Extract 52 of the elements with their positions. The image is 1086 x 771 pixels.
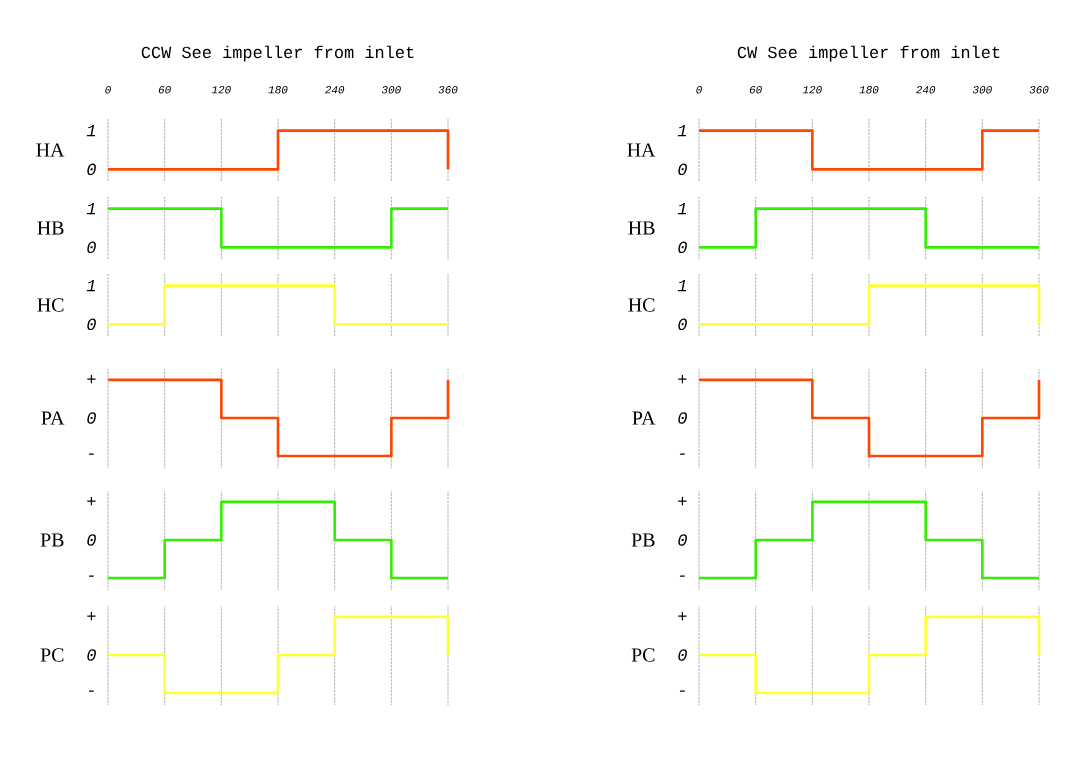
y-axis-title: PB — [631, 533, 655, 547]
chart-title: CW See impeller from inlet — [737, 45, 1000, 62]
text: + — [87, 375, 96, 384]
y-tick-label: 0 — [678, 163, 687, 176]
text: - — [679, 575, 685, 577]
y-axis-title: PA — [632, 411, 656, 425]
x-tick-label: 60 — [158, 86, 171, 94]
x-tick-label: 180 — [268, 86, 288, 94]
x-tick-label: 120 — [211, 86, 231, 94]
y-tick-label: 0 — [87, 318, 96, 331]
x-tick-label: 300 — [381, 86, 401, 94]
x-tick-label: 120 — [802, 86, 822, 94]
text: - — [88, 575, 94, 577]
y-tick-label: 1 — [86, 280, 96, 292]
y-tick-label: 1 — [677, 203, 687, 215]
y-tick-label: 1 — [677, 280, 687, 292]
y-axis-title: HC — [628, 298, 655, 312]
y-axis-title: PC — [631, 648, 655, 662]
chart-title: CCW See impeller from inlet — [141, 45, 414, 62]
text: + — [87, 497, 96, 506]
y-axis-title: PA — [41, 411, 65, 425]
text: - — [679, 453, 685, 455]
y-tick-label: 0 — [678, 318, 687, 331]
x-tick-label: 180 — [859, 86, 879, 94]
x-tick-label: 300 — [972, 86, 992, 94]
y-tick-label: 1 — [86, 203, 96, 215]
text: - — [88, 453, 94, 455]
y-axis-title: HB — [37, 221, 64, 235]
text: + — [678, 497, 687, 506]
y-axis-title: HA — [36, 143, 65, 157]
x-tick-label: 240 — [325, 86, 345, 94]
text: + — [678, 612, 687, 621]
y-axis-title: HC — [37, 298, 64, 312]
x-tick-label: 60 — [749, 86, 762, 94]
x-tick-label: 0 — [696, 86, 702, 94]
y-tick-label: 0 — [678, 241, 687, 254]
text: - — [88, 690, 94, 692]
text: + — [678, 375, 687, 384]
x-tick-label: 360 — [438, 86, 458, 94]
y-axis-title: PC — [40, 648, 64, 662]
text: + — [87, 612, 96, 621]
y-axis-title: PB — [40, 533, 64, 547]
x-tick-label: 0 — [105, 86, 111, 94]
y-tick-label: 1 — [677, 125, 687, 137]
y-axis-title: HA — [627, 143, 656, 157]
text: - — [679, 690, 685, 692]
x-tick-label: 360 — [1029, 86, 1049, 94]
y-axis-title: HB — [628, 221, 655, 235]
x-tick-label: 240 — [916, 86, 936, 94]
y-tick-label: 1 — [86, 125, 96, 137]
y-tick-label: 0 — [87, 163, 96, 176]
y-tick-label: 0 — [87, 241, 96, 254]
